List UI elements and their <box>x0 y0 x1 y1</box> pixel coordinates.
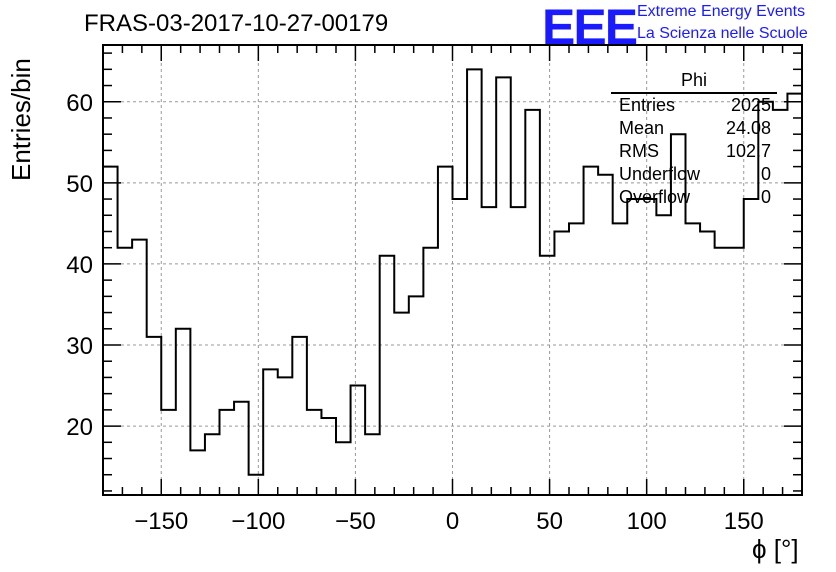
x-tick-label: 100 <box>627 508 667 535</box>
x-tick-label: 150 <box>724 508 764 535</box>
histogram-series <box>103 68 802 476</box>
logo-tagline-1: Extreme Energy Events <box>637 3 806 20</box>
stats-box: Phi Entries 2025 Mean 24.08 RMS 102.7 Under… <box>611 70 777 209</box>
stats-label: Overflow <box>619 187 691 207</box>
x-tick-label: 50 <box>536 508 563 535</box>
axis-ticks <box>102 45 803 495</box>
x-axis-label: ϕ [°] <box>752 534 799 564</box>
logo-tagline-2: La Scienza nelle Scuole <box>637 25 808 42</box>
stats-label: Mean <box>619 118 665 138</box>
y-tick-label: 40 <box>66 252 93 279</box>
y-tick-label: 50 <box>66 171 93 198</box>
stats-row-overflow: Overflow 0 <box>611 186 777 209</box>
stats-value: 2025 <box>730 95 771 115</box>
y-tick-label: 30 <box>66 333 93 360</box>
stats-row-mean: Mean 24.08 <box>611 117 777 140</box>
y-tick-label: 60 <box>66 90 93 117</box>
histogram-line <box>103 68 802 476</box>
grid-lines <box>103 45 802 495</box>
stats-title: Phi <box>611 70 777 94</box>
chart-title: FRAS-03-2017-10-27-00179 <box>84 10 389 37</box>
stats-row-underflow: Underflow 0 <box>611 163 777 186</box>
stats-value: 0 <box>760 164 771 184</box>
stats-label: Entries <box>619 95 676 115</box>
x-tick-label: 0 <box>446 508 459 535</box>
stats-row-entries: Entries 2025 <box>611 94 777 117</box>
stats-value: 0 <box>760 187 771 207</box>
stats-row-rms: RMS 102.7 <box>611 140 777 163</box>
y-axis-label: Entries/bin <box>6 58 36 181</box>
y-tick-label: 20 <box>66 414 93 441</box>
stats-label: Underflow <box>619 164 701 184</box>
stats-value: 102.7 <box>725 141 771 161</box>
tick-labels: −150 −100 −50 0 50 100 150 20 30 40 50 60 <box>66 90 763 535</box>
x-tick-label: −50 <box>335 508 376 535</box>
stats-label: RMS <box>619 141 659 161</box>
stats-value: 24.08 <box>725 118 771 138</box>
eee-logo-mark: EEE <box>542 0 638 55</box>
x-tick-label: −150 <box>134 508 188 535</box>
x-tick-label: −100 <box>231 508 285 535</box>
